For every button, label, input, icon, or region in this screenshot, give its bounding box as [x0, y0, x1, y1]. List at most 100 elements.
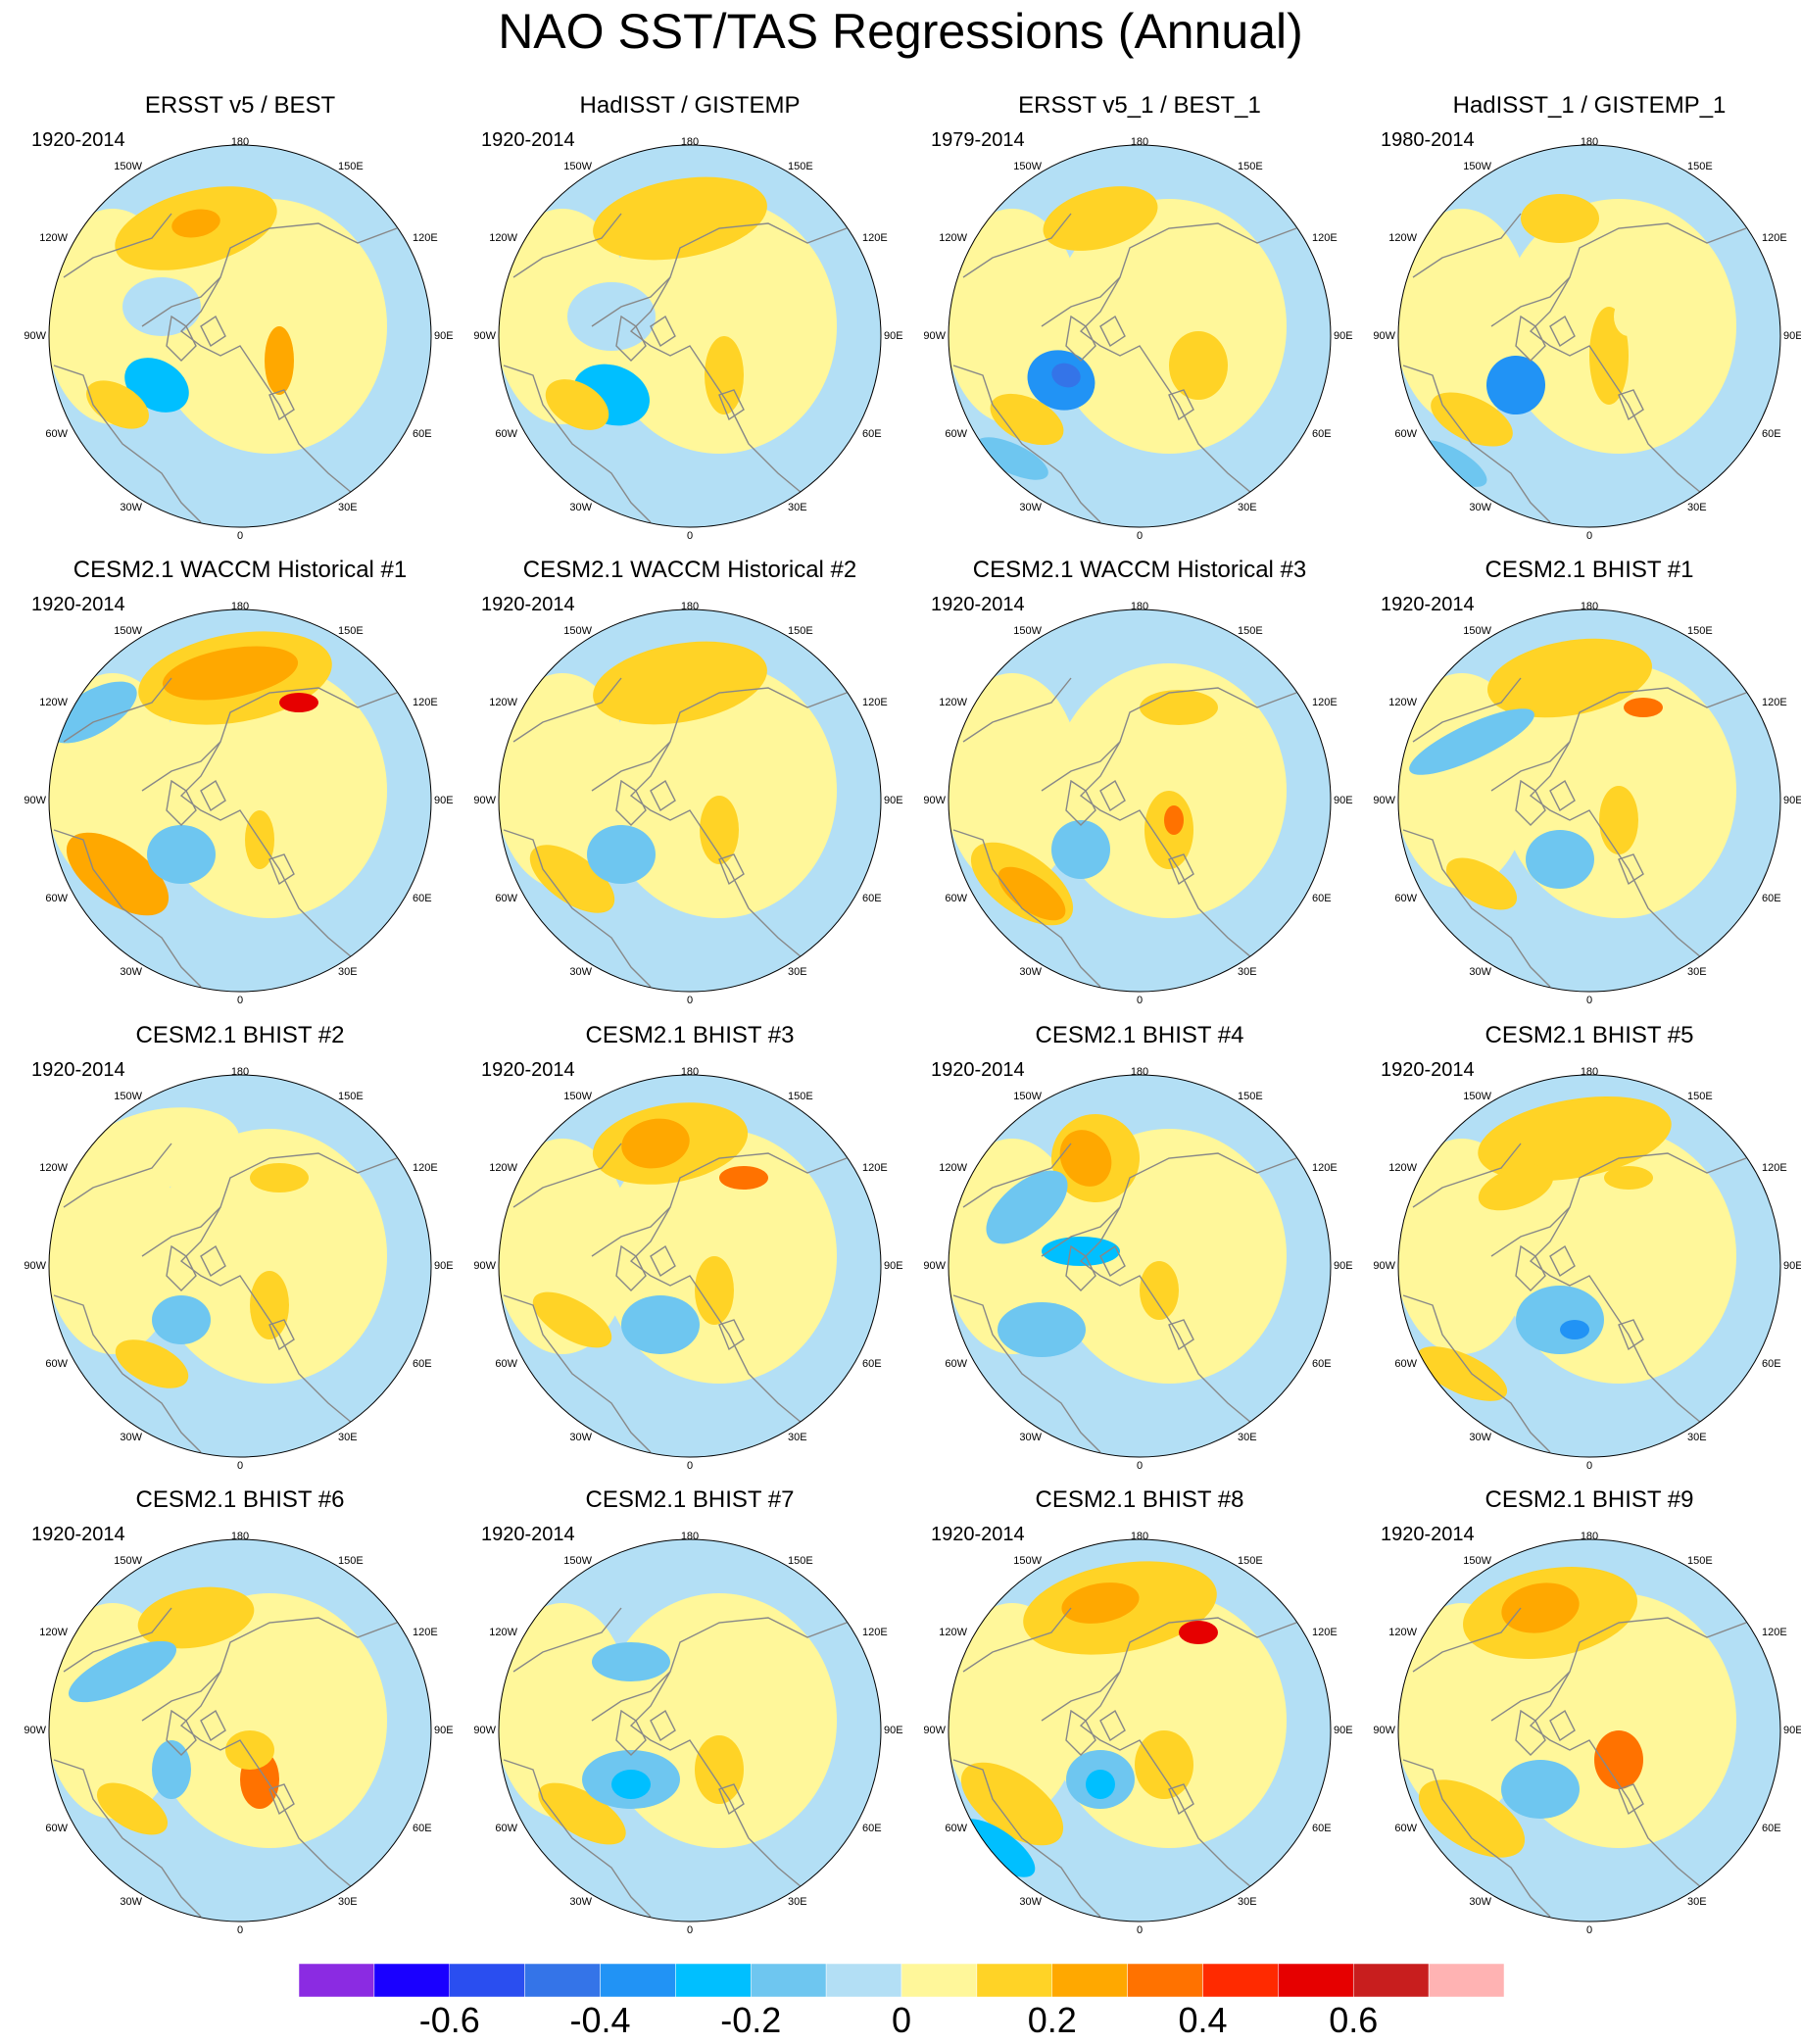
longitude-label: 120E — [413, 697, 438, 708]
longitude-label: 30E — [338, 1896, 358, 1908]
coastline — [1079, 1671, 1258, 1893]
longitude-label: 150E — [338, 1555, 364, 1567]
longitude-label: 30W — [120, 966, 142, 978]
polar-map: 180 150E 120E 90E 60E 30E 0 30W 60W 90W 120W 150W — [1374, 601, 1801, 1006]
anomaly-contour — [695, 1735, 744, 1804]
coastline — [53, 365, 202, 523]
coastline — [1549, 779, 1576, 812]
longitude-label: 120E — [862, 1627, 888, 1638]
longitude-label: 150E — [1238, 1091, 1263, 1102]
longitude-label: 120W — [1388, 1162, 1417, 1174]
coastline — [952, 1759, 1101, 1918]
longitude-label: 180 — [681, 1066, 699, 1078]
coastline — [1402, 365, 1551, 523]
anomaly-contour — [1135, 1730, 1193, 1799]
longitude-label: 60W — [45, 428, 68, 440]
coastline — [1099, 779, 1126, 812]
longitude-label: 60W — [1394, 893, 1417, 904]
map-border — [498, 608, 882, 993]
colorbar-swatch — [1051, 1964, 1128, 1997]
panel-period: 1920-2014 — [1381, 1059, 1475, 1081]
anomaly-contour — [592, 1642, 670, 1681]
colorbar-tick-label: 0.2 — [1027, 2000, 1077, 2040]
longitude-label: 150W — [563, 1091, 592, 1102]
panel-period: 1920-2014 — [31, 1524, 125, 1545]
map-panel: 180 150E 120E 90E 60E 30E 0 30W 60W 90W 120W 150W ER… — [24, 91, 456, 542]
longitude-label: 180 — [1581, 1531, 1598, 1542]
longitude-label: 90E — [1334, 1725, 1353, 1736]
polar-map: 180 150E 120E 90E 60E 30E 0 30W 60W 90W 120W 150W — [1374, 1066, 1801, 1472]
panel-period: 1920-2014 — [481, 594, 575, 615]
coastline — [141, 1152, 398, 1257]
colorbar-swatch — [299, 1964, 375, 1997]
longitude-label: 60E — [1312, 1823, 1332, 1834]
anomaly-contour — [1409, 708, 1534, 775]
anomaly-contour — [998, 1302, 1086, 1357]
longitude-label: 90E — [884, 330, 903, 342]
colorbar-swatch — [675, 1964, 752, 1997]
panel-period: 1920-2014 — [931, 1059, 1025, 1081]
longitude-label: 120E — [1312, 232, 1338, 244]
colorbar — [299, 1964, 1504, 1997]
longitude-label: 90E — [434, 330, 454, 342]
panel-title: CESM2.1 BHIST #7 — [585, 1486, 795, 1513]
anomaly-contour — [96, 1782, 169, 1835]
coastline — [166, 1244, 197, 1291]
longitude-label: 120W — [939, 1627, 967, 1638]
coastline — [962, 213, 1072, 278]
map-border — [498, 1074, 882, 1458]
anomaly-contour — [621, 1295, 700, 1354]
coastline — [1529, 1206, 1708, 1429]
anomaly-contour — [1043, 186, 1158, 251]
colorbar-tick-label: 0.6 — [1329, 2000, 1379, 2040]
longitude-label: 30W — [1469, 1432, 1491, 1443]
longitude-label: 120E — [862, 697, 888, 708]
anomaly-contour — [152, 1740, 191, 1799]
longitude-label: 150W — [1463, 625, 1491, 637]
longitude-label: 60W — [45, 1823, 68, 1834]
longitude-label: 120W — [39, 1162, 68, 1174]
longitude-label: 90W — [474, 330, 497, 342]
panel-title: CESM2.1 BHIST #8 — [1035, 1486, 1244, 1513]
anomaly-contour — [1416, 1346, 1508, 1401]
longitude-label: 180 — [1131, 1531, 1148, 1542]
panel-title: HadISST_1 / GISTEMP_1 — [1452, 92, 1727, 119]
coastline — [503, 829, 652, 988]
coastline — [1065, 779, 1096, 826]
longitude-label: 150E — [788, 625, 813, 637]
coastline — [591, 1617, 848, 1722]
coastline — [615, 315, 647, 362]
longitude-label: 120E — [1762, 1627, 1787, 1638]
longitude-label: 120W — [489, 232, 517, 244]
anomaly-contour — [1589, 307, 1629, 405]
colorbar-tick-label: 0.4 — [1178, 2000, 1228, 2040]
longitude-label: 150E — [1687, 161, 1713, 172]
coastline — [650, 779, 676, 812]
anomaly-contour — [593, 176, 767, 261]
longitude-label: 90E — [1334, 330, 1353, 342]
anomaly-contour — [250, 1271, 289, 1339]
coastline — [962, 677, 1072, 743]
longitude-label: 60W — [1394, 1823, 1417, 1834]
anomaly-contour — [1140, 690, 1218, 725]
longitude-label: 30W — [569, 966, 592, 978]
panel-title: CESM2.1 WACCM Historical #1 — [73, 557, 408, 583]
longitude-label: 120E — [862, 232, 888, 244]
map-border — [498, 144, 882, 528]
panel-period: 1920-2014 — [481, 1059, 575, 1081]
anomaly-contour — [1614, 297, 1643, 336]
coastline — [1412, 213, 1522, 278]
longitude-label: 0 — [687, 530, 693, 542]
coastline — [718, 1783, 745, 1816]
coastline — [166, 1709, 197, 1756]
map-border — [1397, 608, 1781, 993]
longitude-label: 180 — [1131, 601, 1148, 612]
anomaly-contour — [1051, 820, 1110, 879]
longitude-label: 180 — [1581, 601, 1598, 612]
map-border — [48, 1074, 432, 1458]
coastline — [591, 1152, 848, 1257]
panel-title: ERSST v5_1 / BEST_1 — [1018, 92, 1261, 119]
panel-title: ERSST v5 / BEST — [144, 92, 336, 119]
longitude-label: 60E — [413, 893, 432, 904]
coastline — [952, 365, 1101, 523]
